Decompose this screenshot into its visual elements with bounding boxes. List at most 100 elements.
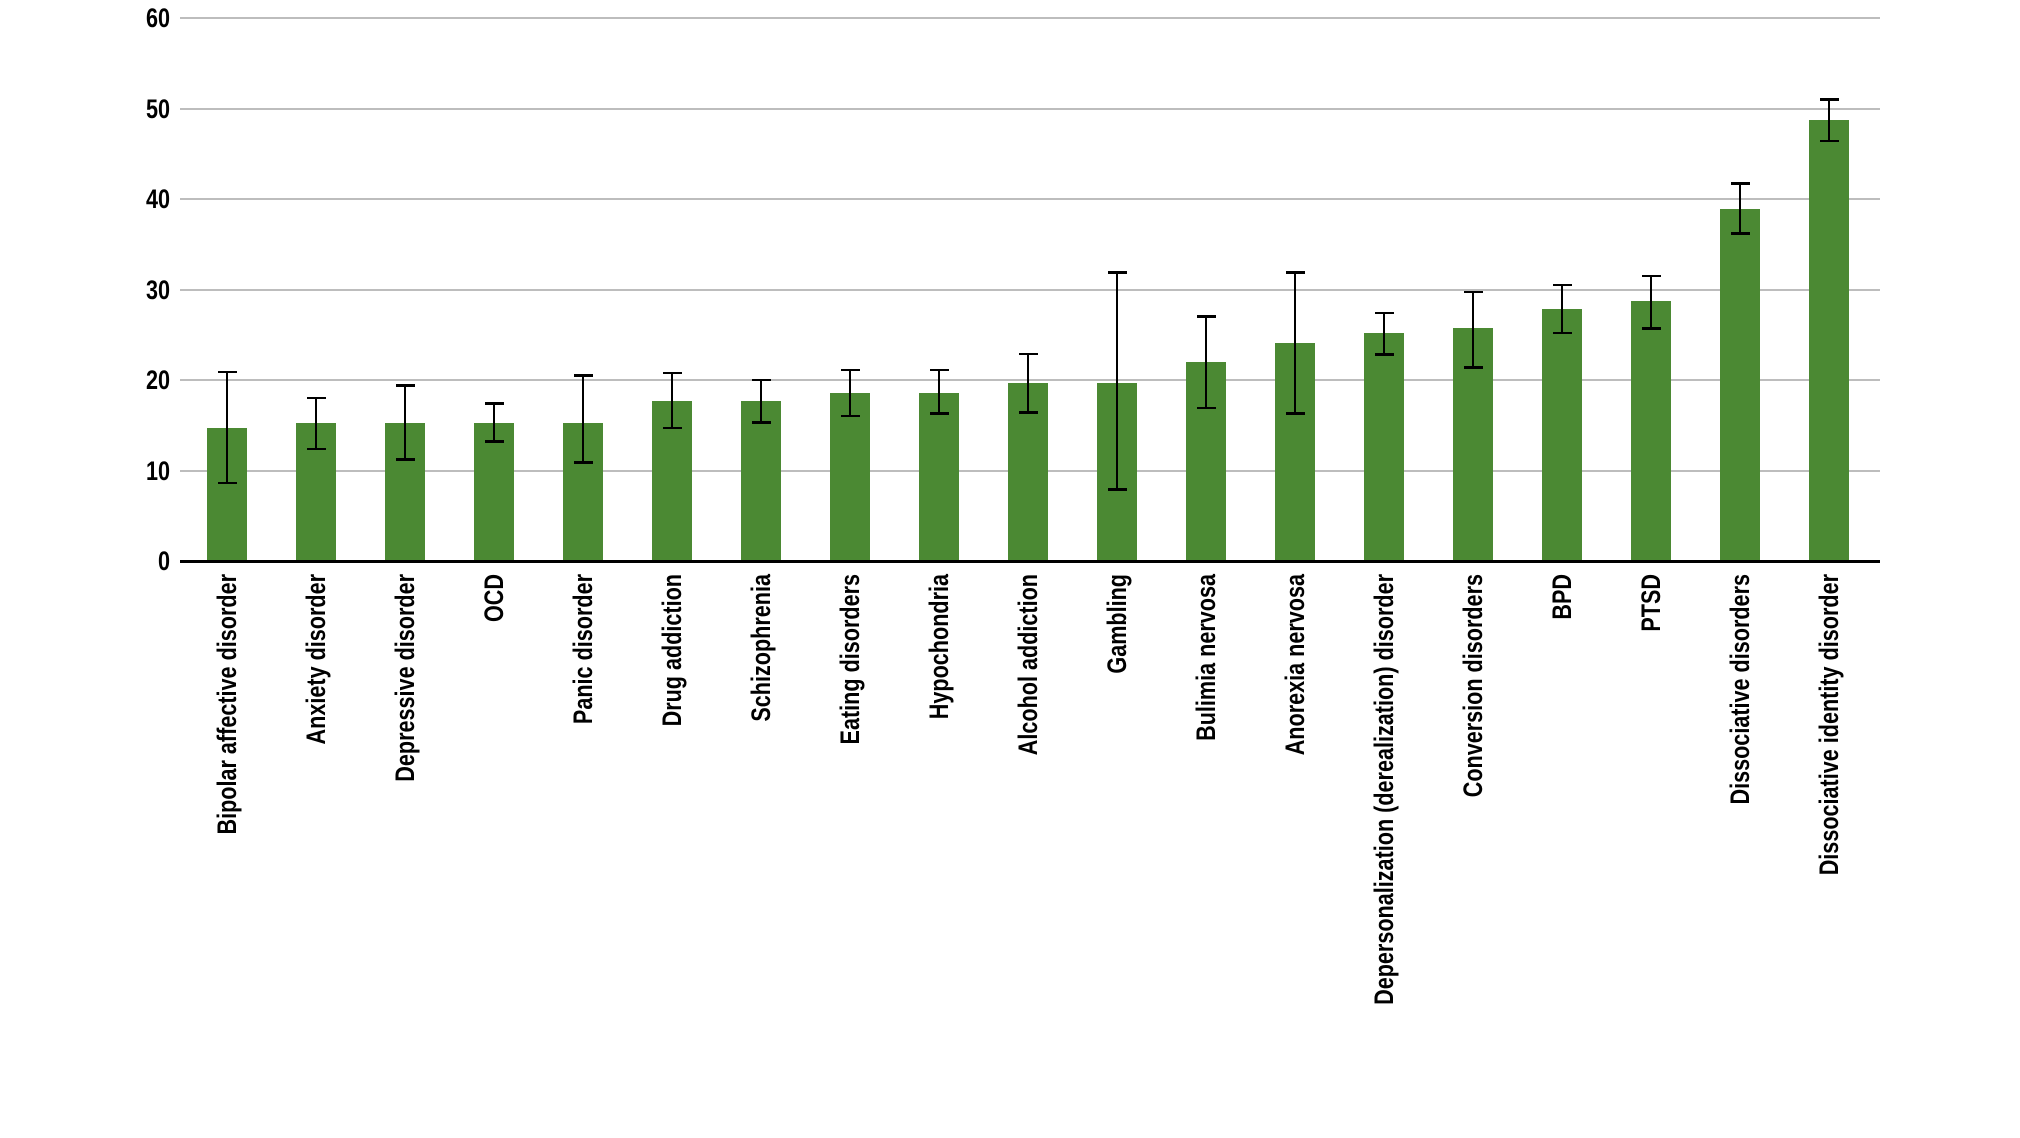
error-bar-top-cap-2 [306, 396, 326, 400]
error-bar-bottom-cap-6 [662, 426, 682, 430]
gridline-y-30 [180, 288, 1880, 291]
error-bar-bottom-cap-7 [751, 421, 771, 424]
x-category-label-text: Anorexia nervosa [1280, 574, 1310, 756]
bar-9 [919, 392, 959, 561]
x-category-label-text: Drug addiction [657, 574, 687, 727]
x-category-label-19: Dissociative identity disorder [1812, 574, 1846, 951]
bar-19 [1809, 120, 1849, 561]
error-bar-stem-13 [1293, 272, 1297, 414]
gridline-y-40 [180, 198, 1880, 200]
error-bar-top-cap-8 [840, 368, 860, 372]
y-tick-label-text: 40 [145, 184, 170, 214]
y-tick-label-text: 20 [145, 365, 170, 395]
error-bar-stem-10 [1026, 353, 1030, 413]
error-bar-top-cap-15 [1463, 290, 1483, 294]
error-bar-top-cap-10 [1018, 352, 1038, 355]
error-bar-bottom-cap-13 [1285, 412, 1305, 415]
error-bar-stem-8 [848, 370, 852, 417]
error-bar-stem-14 [1382, 313, 1386, 355]
x-category-label-text: Bulimia nervosa [1191, 574, 1221, 741]
error-bar-stem-15 [1471, 292, 1475, 368]
x-category-label-text: Depressive disorder [390, 574, 420, 782]
gridline-y-20 [180, 379, 1880, 381]
error-bar-bottom-cap-9 [929, 412, 949, 415]
bar-4 [474, 422, 514, 561]
x-category-label-text: Gambling [1102, 574, 1132, 674]
error-bar-stem-1 [225, 371, 229, 484]
error-bar-top-cap-16 [1552, 283, 1572, 287]
x-category-label-text: BPD [1547, 574, 1577, 620]
x-category-label-13: Anorexia nervosa [1278, 574, 1312, 801]
gridline-y-60 [180, 17, 1880, 19]
y-tick-label-text: 30 [145, 274, 170, 305]
x-category-label-1: Bipolar affective disorder [210, 574, 244, 900]
x-category-label-text: Eating disorders [835, 574, 865, 745]
error-bar-stem-4 [492, 403, 496, 442]
error-bar-top-cap-14 [1374, 311, 1394, 315]
error-bar-bottom-cap-4 [484, 440, 504, 443]
bar-14 [1364, 332, 1404, 561]
y-tick-label-text: 0 [157, 546, 170, 576]
y-tick-label-text: 60 [145, 3, 170, 33]
error-bar-bottom-cap-2 [306, 447, 326, 451]
x-category-label-text: Depersonalization (derealization) disord… [1369, 574, 1399, 1005]
error-bar-stem-7 [759, 380, 763, 423]
error-bar-stem-12 [1204, 316, 1208, 409]
x-category-label-8: Eating disorders [833, 574, 867, 787]
y-tick-label-text: 10 [145, 455, 170, 486]
error-bar-bottom-cap-14 [1374, 353, 1394, 356]
error-bar-stem-2 [314, 398, 318, 449]
error-bar-bottom-cap-5 [573, 461, 593, 464]
bar-17 [1631, 301, 1671, 561]
x-category-label-11: Gambling [1100, 574, 1134, 699]
error-bar-bottom-cap-18 [1730, 232, 1750, 235]
bar-7 [741, 400, 781, 561]
y-tick-label-10: 10 [58, 454, 170, 488]
x-category-label-12: Bulimia nervosa [1189, 574, 1223, 783]
x-category-label-5: Panic disorder [566, 574, 600, 762]
error-bar-top-cap-5 [573, 374, 593, 377]
y-tick-label-40: 40 [58, 182, 170, 216]
x-category-label-text: Conversion disorders [1458, 574, 1488, 798]
bar-18 [1720, 208, 1760, 561]
y-tick-label-20: 20 [58, 363, 170, 397]
error-bar-bottom-cap-10 [1018, 411, 1038, 414]
error-bar-top-cap-6 [662, 371, 682, 374]
x-category-label-7: Schizophrenia [744, 574, 778, 759]
x-category-label-text: Anxiety disorder [301, 574, 331, 745]
error-bar-top-cap-3 [395, 384, 415, 387]
y-tick-label-50: 50 [58, 92, 170, 126]
error-bar-bottom-cap-15 [1463, 366, 1483, 369]
x-category-label-text: Alcohol addiction [1013, 574, 1043, 756]
x-category-label-text: PTSD [1636, 574, 1666, 632]
error-bar-stem-6 [670, 372, 674, 428]
error-bar-top-cap-4 [484, 402, 504, 405]
error-bar-top-cap-7 [751, 378, 771, 382]
error-bar-bottom-cap-12 [1196, 406, 1216, 410]
x-category-label-18: Dissociative disorders [1723, 574, 1757, 862]
error-bar-stem-16 [1560, 284, 1564, 333]
x-category-label-text: OCD [479, 574, 509, 622]
error-bar-bottom-cap-8 [840, 414, 860, 418]
error-bar-bottom-cap-1 [217, 481, 237, 485]
error-bar-top-cap-12 [1196, 315, 1216, 318]
error-bar-stem-3 [403, 385, 407, 460]
error-bar-bottom-cap-11 [1107, 488, 1127, 491]
error-bar-stem-19 [1827, 99, 1831, 142]
x-category-label-text: Dissociative identity disorder [1814, 574, 1844, 876]
x-category-label-text: Hypochondria [924, 574, 954, 720]
x-category-label-text: Schizophrenia [746, 574, 776, 722]
error-bar-bottom-cap-16 [1552, 331, 1572, 335]
x-category-label-4: OCD [477, 574, 511, 634]
error-bar-stem-17 [1649, 275, 1653, 329]
x-category-label-text: Panic disorder [568, 574, 598, 725]
x-category-label-2: Anxiety disorder [299, 574, 333, 787]
x-category-label-text: Dissociative disorders [1725, 574, 1755, 805]
x-category-label-17: PTSD [1634, 574, 1668, 646]
error-bar-top-cap-17 [1641, 274, 1661, 278]
error-bar-top-cap-1 [217, 370, 237, 374]
error-bar-top-cap-9 [929, 368, 949, 372]
y-tick-label-0: 0 [58, 544, 170, 578]
error-bar-stem-9 [937, 370, 941, 414]
error-bar-bottom-cap-19 [1819, 139, 1839, 143]
